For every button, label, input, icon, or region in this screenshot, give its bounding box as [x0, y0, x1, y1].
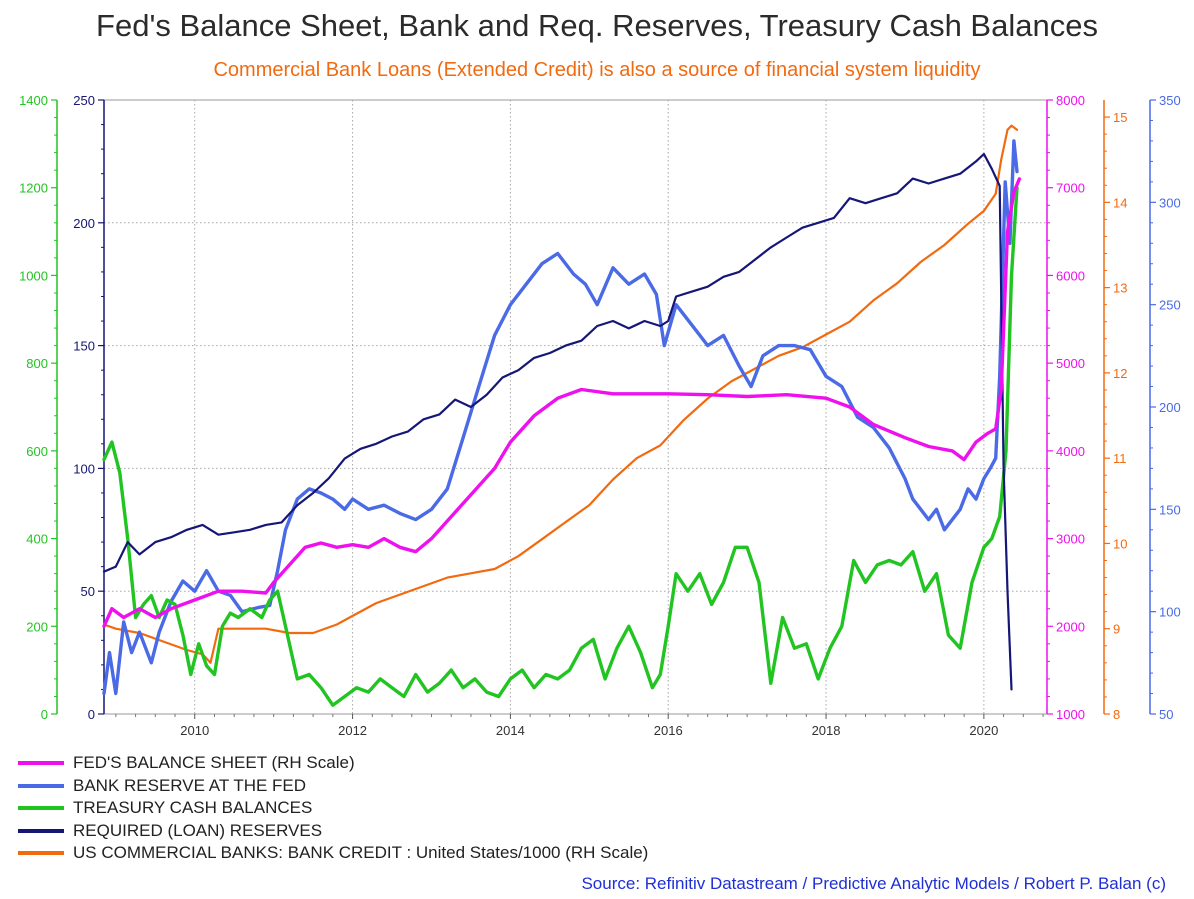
- y-tick-label-right_mid: 11: [1113, 451, 1127, 466]
- y-tick-label-left_inner: 200: [73, 216, 95, 231]
- y-tick-label-left_inner: 150: [73, 339, 95, 354]
- y-tick-label-right_inner: 6000: [1056, 268, 1085, 283]
- legend-label-bank-reserve: BANK RESERVE AT THE FED: [73, 775, 307, 795]
- x-tick-label: 2010: [180, 723, 209, 738]
- y-tick-label-right_mid: 15: [1113, 110, 1127, 125]
- y-tick-label-right_outer: 250: [1159, 298, 1181, 313]
- legend-label-bank-credit: US COMMERCIAL BANKS: BANK CREDIT : Unite…: [73, 843, 649, 862]
- y-tick-label-left_inner: 50: [81, 584, 95, 599]
- y-tick-label-right_inner: 3000: [1056, 532, 1085, 547]
- y-tick-label-right_outer: 150: [1159, 502, 1181, 517]
- y-tick-label-right_inner: 7000: [1056, 181, 1085, 196]
- x-tick-label: 2014: [496, 723, 525, 738]
- y-tick-label-right_mid: 9: [1113, 622, 1120, 637]
- series-required-reserves: [102, 152, 1013, 691]
- y-tick-label-right_mid: 13: [1113, 281, 1127, 296]
- chart-title: Fed's Balance Sheet, Bank and Req. Reser…: [96, 8, 1098, 43]
- y-tick-label-left_outer: 200: [26, 619, 48, 634]
- series-bank-reserve: [102, 139, 1019, 696]
- y-tick-label-right_mid: 14: [1113, 195, 1127, 210]
- legend-label-required-reserves: REQUIRED (LOAN) RESERVES: [73, 820, 323, 840]
- legend-swatch-bank-credit: [18, 851, 64, 855]
- series-fed-balance-sheet: [102, 177, 1022, 628]
- x-tick-label: 2018: [812, 723, 841, 738]
- legend-swatch-required-reserves: [18, 828, 64, 833]
- y-tick-label-right_outer: 100: [1159, 605, 1181, 620]
- y-tick-label-left_outer: 1400: [19, 93, 48, 108]
- y-tick-label-left_outer: 600: [26, 444, 48, 459]
- y-tick-label-right_inner: 8000: [1056, 93, 1085, 108]
- series-treasury-cash: [102, 186, 1019, 707]
- y-tick-label-left_inner: 100: [73, 461, 95, 476]
- legend-swatch-fed-balance-sheet: [18, 761, 64, 765]
- y-tick-label-right_mid: 8: [1113, 707, 1120, 722]
- y-tick-label-right_mid: 12: [1113, 366, 1127, 381]
- legend-label-treasury-cash: TREASURY CASH BALANCES: [73, 798, 313, 817]
- y-tick-label-right_outer: 300: [1159, 195, 1181, 210]
- y-tick-label-right_inner: 4000: [1056, 444, 1085, 459]
- legend-swatch-bank-reserve: [18, 783, 64, 788]
- chart-subtitle: Commercial Bank Loans (Extended Credit) …: [213, 59, 981, 81]
- source-note: Source: Refinitiv Datastream / Predictiv…: [581, 874, 1166, 893]
- y-tick-label-left_outer: 1200: [19, 181, 48, 196]
- legend-label-fed-balance-sheet: FED'S BALANCE SHEET (RH Scale): [73, 753, 355, 772]
- y-tick-label-left_inner: 250: [73, 93, 95, 108]
- x-tick-label: 2016: [654, 723, 683, 738]
- y-tick-label-left_inner: 0: [88, 707, 95, 722]
- x-tick-label: 2020: [969, 723, 998, 738]
- y-tick-label-right_outer: 200: [1159, 400, 1181, 415]
- y-tick-label-left_outer: 0: [41, 707, 48, 722]
- y-tick-label-left_outer: 400: [26, 532, 48, 547]
- y-tick-label-right_inner: 1000: [1056, 707, 1085, 722]
- plot-frame: [103, 99, 1048, 715]
- x-tick-label: 2012: [338, 723, 367, 738]
- series-bank-credit: [102, 124, 1019, 664]
- y-tick-label-right_outer: 350: [1159, 93, 1181, 108]
- y-tick-label-right_inner: 2000: [1056, 619, 1085, 634]
- legend-swatch-treasury-cash: [18, 806, 64, 810]
- y-tick-label-right_mid: 10: [1113, 536, 1127, 551]
- y-tick-label-left_outer: 800: [26, 356, 48, 371]
- y-tick-label-right_inner: 5000: [1056, 356, 1085, 371]
- y-tick-label-right_outer: 50: [1159, 707, 1173, 722]
- y-tick-label-left_outer: 1000: [19, 268, 48, 283]
